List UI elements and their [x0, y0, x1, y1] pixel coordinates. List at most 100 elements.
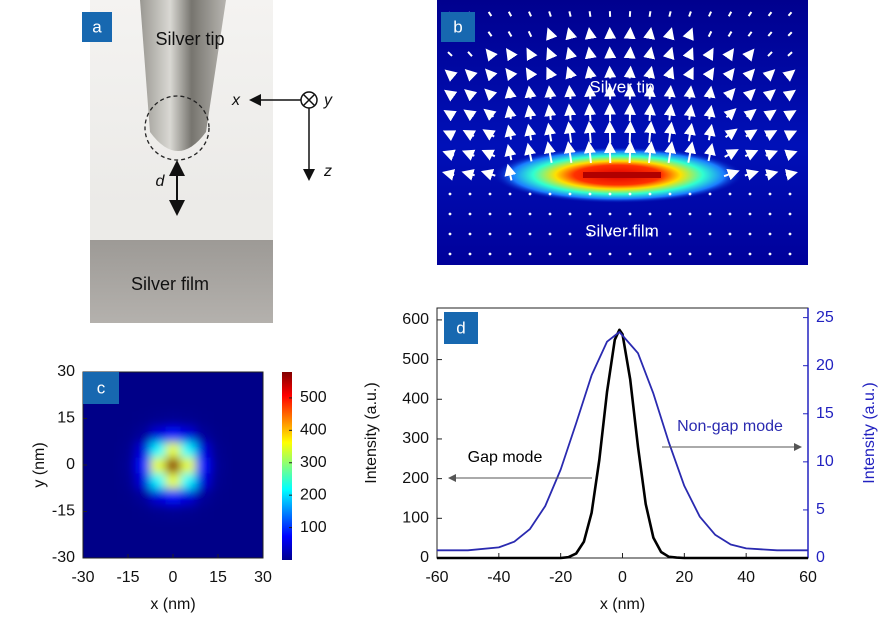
field-arrow — [584, 46, 597, 60]
y-tick-label: 200 — [402, 470, 429, 487]
field-arrow — [763, 109, 777, 122]
heatmap-cell — [150, 534, 166, 551]
field-arrow — [643, 26, 656, 40]
panel-label: a — [92, 17, 102, 36]
field-arrow — [564, 103, 577, 121]
field-arrow — [643, 46, 656, 60]
field-dot — [668, 192, 672, 196]
heatmap-cell — [240, 503, 256, 520]
field-arrow — [584, 84, 597, 100]
y-tick-label: 600 — [402, 311, 429, 328]
heatmap-cell — [255, 503, 263, 520]
panel-a: a Silver tip Silver film d x y z — [82, 0, 333, 323]
field-arrow — [484, 88, 498, 102]
field-arrow — [644, 141, 657, 164]
y-tick-label: 500 — [402, 351, 429, 368]
heatmap-cell — [240, 534, 256, 551]
field-dot — [628, 192, 632, 196]
field-dot — [688, 232, 692, 236]
field-arrow — [663, 103, 676, 121]
film-surface — [90, 200, 273, 242]
field-arrow — [504, 105, 517, 119]
series-line — [437, 331, 808, 552]
heatmap-cell — [255, 379, 263, 396]
field-arrow — [624, 141, 637, 164]
field-dot — [588, 192, 592, 196]
heatmap-cell — [210, 472, 226, 489]
heatmap-cell — [180, 379, 196, 396]
x-axis-label: x (nm) — [150, 596, 195, 613]
field-arrow — [544, 104, 557, 121]
field-dot — [648, 192, 652, 196]
colorbar-tick-label: 200 — [300, 486, 327, 503]
field-arrow — [524, 142, 536, 162]
heatmap-cell — [90, 519, 106, 536]
x-tick-label: 15 — [209, 569, 227, 586]
x-tick-label: 0 — [618, 569, 627, 586]
field-dot — [568, 212, 572, 216]
field-dot — [728, 252, 732, 256]
field-arrow — [703, 143, 716, 162]
field-dot — [588, 212, 592, 216]
field-arrow — [588, 11, 592, 17]
colorbar-tick-label: 300 — [300, 454, 327, 471]
heatmap-cell — [135, 472, 151, 489]
field-dot — [728, 212, 732, 216]
field-arrow — [648, 11, 652, 17]
field-dot — [488, 212, 492, 216]
field-arrow — [744, 169, 759, 181]
heatmap-cell — [210, 426, 226, 443]
field-dot — [528, 192, 532, 196]
heatmap-cell — [165, 426, 181, 443]
heatmap-cell — [90, 534, 106, 551]
y-tick-label: 0 — [66, 456, 75, 473]
field-arrow — [787, 51, 793, 57]
field-dot — [508, 252, 512, 256]
heatmap-cell — [195, 426, 211, 443]
field-arrow — [682, 47, 694, 61]
heatmap-cell — [195, 550, 211, 558]
field-arrow — [480, 169, 496, 181]
heatmap-cell — [195, 457, 211, 474]
field-arrow — [724, 149, 739, 161]
field-arrow — [722, 88, 736, 101]
field-arrow — [624, 121, 637, 144]
panel-tag — [83, 372, 119, 404]
field-arrow — [548, 11, 552, 17]
field-arrow — [783, 130, 798, 142]
field-dot — [588, 252, 592, 256]
heatmap-cell — [225, 372, 241, 381]
field-arrow — [764, 149, 778, 161]
field-arrow — [546, 66, 558, 81]
heatmap-cell — [225, 441, 241, 458]
panel-label: d — [456, 318, 465, 337]
field-arrow — [688, 11, 692, 17]
field-arrow — [487, 11, 493, 17]
heatmap-cell — [83, 426, 91, 443]
heatmap-cell — [135, 372, 151, 381]
x-tick-label: -15 — [116, 569, 139, 586]
field-dot — [788, 252, 792, 256]
heatmap-cell — [180, 395, 196, 412]
heatmap-cell — [195, 472, 211, 489]
heatmap-cell — [135, 379, 151, 396]
x-tick-label: -30 — [71, 569, 94, 586]
field-dot — [448, 252, 452, 256]
heatmap-cell — [225, 534, 241, 551]
field-dot — [608, 232, 612, 236]
field-arrow — [723, 108, 737, 121]
field-arrow — [525, 67, 538, 81]
field-dot — [568, 252, 572, 256]
heatmap-cell — [90, 410, 106, 427]
field-arrow — [483, 108, 497, 121]
field-dot — [768, 232, 772, 236]
field-dot — [468, 232, 472, 236]
panel-tag — [441, 12, 475, 42]
heatmap-cell — [255, 457, 263, 474]
heatmap-cell — [150, 550, 166, 558]
field-arrow — [722, 68, 735, 82]
field-dot — [708, 192, 712, 196]
series-line — [437, 328, 808, 560]
field-dot — [708, 252, 712, 256]
